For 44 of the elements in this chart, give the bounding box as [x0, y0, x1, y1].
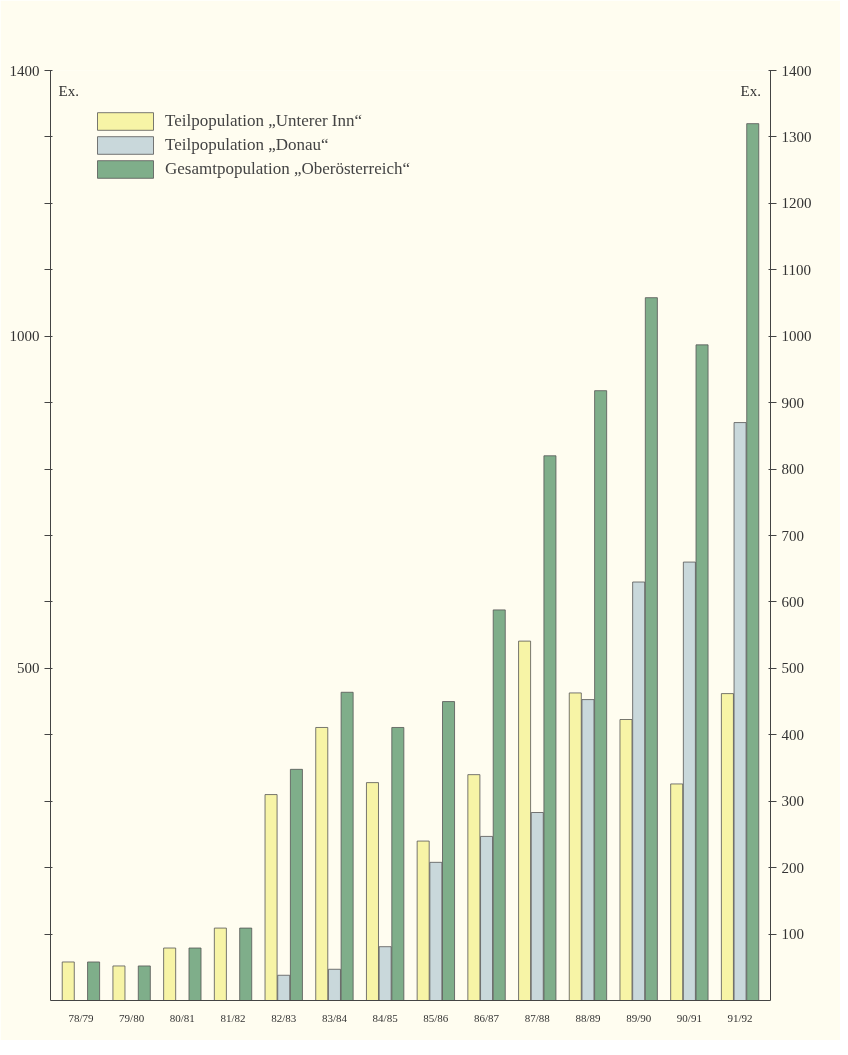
x-tick-label: 83/84	[321, 1011, 348, 1024]
x-tick-label: 78/79	[68, 1011, 94, 1024]
legend-label: Teilpopulation „Unterer Inn“	[165, 111, 363, 131]
y2-tick-label: 1200	[781, 195, 812, 212]
y-tick-label: 1000	[9, 328, 40, 345]
x-tick-label: 89/90	[626, 1011, 652, 1024]
x-tick-label: 80/81	[169, 1011, 195, 1024]
x-tick-label: 88/89	[575, 1011, 601, 1024]
x-tick-label: 81/82	[220, 1011, 246, 1024]
legend-label: Teilpopulation „Donau“	[165, 135, 329, 155]
x-tick-label: 91/92	[727, 1011, 753, 1024]
bar	[239, 927, 253, 1001]
legend-label: Gesamtpopulation „Oberösterreich“	[165, 159, 410, 179]
y2-tick-label: 400	[781, 726, 804, 743]
y2-tick-label: 800	[781, 461, 804, 478]
x-tick-label: 86/87	[474, 1011, 500, 1024]
x-tick-label: 84/85	[372, 1011, 399, 1024]
y2-tick-label: 100	[781, 926, 804, 943]
bar	[61, 961, 75, 1001]
x-tick-label: 85/86	[423, 1011, 449, 1024]
bar	[137, 965, 151, 1001]
bar	[188, 947, 202, 1001]
y2-tick-label: 900	[781, 394, 804, 411]
y2-tick-label: 300	[781, 793, 804, 810]
x-tick-label: 90/91	[676, 1011, 702, 1024]
bar	[213, 927, 227, 1001]
x-tick-label: 87/88	[524, 1011, 551, 1024]
y2-tick-label: 700	[781, 527, 804, 544]
y-axis-title: Ex.	[58, 82, 79, 99]
y2-tick-label: 1100	[781, 261, 811, 278]
y2-tick-label: 500	[781, 660, 804, 677]
y-tick-label: 500	[17, 660, 40, 677]
y2-tick-label: 1300	[781, 128, 812, 145]
y-tick-label: 1400	[9, 62, 40, 79]
bar	[163, 947, 177, 1001]
y2-tick-label: 1400	[781, 62, 812, 79]
x-tick-label: 79/80	[119, 1011, 145, 1024]
y2-axis-title: Ex.	[740, 82, 761, 99]
bar	[87, 961, 101, 1001]
x-tick-label: 82/83	[271, 1011, 297, 1024]
y2-tick-label: 1000	[781, 328, 812, 345]
y2-tick-label: 600	[781, 593, 804, 610]
y2-tick-label: 200	[781, 859, 804, 876]
bar	[112, 965, 126, 1001]
